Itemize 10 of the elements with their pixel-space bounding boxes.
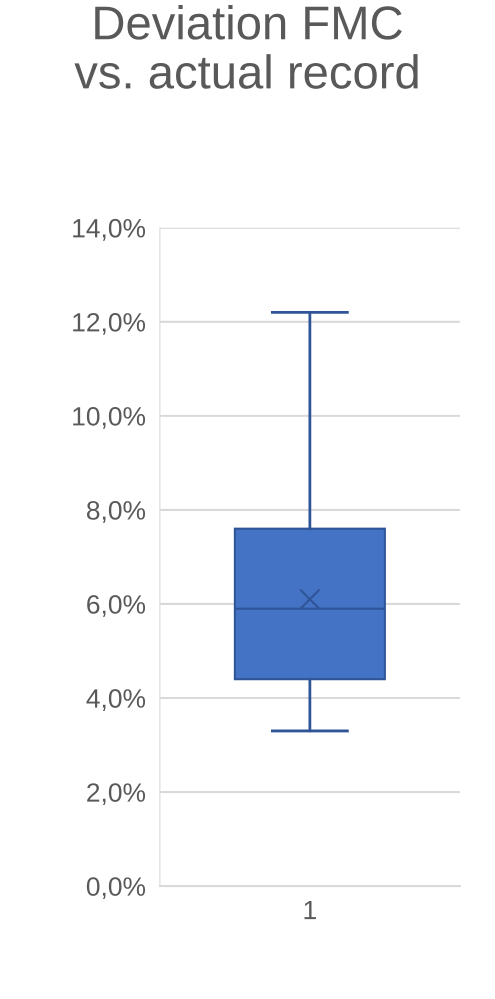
y-tick-label: 4,0%	[86, 689, 146, 711]
y-tick-label: 10,0%	[73, 407, 146, 429]
y-tick-label: 2,0%	[87, 783, 146, 806]
x-tick-label: 1	[304, 900, 316, 920]
y-tick-label: 8,0%	[86, 501, 146, 523]
y-tick-label: 6,0%	[87, 595, 146, 617]
y-tick-label: 14,0%	[73, 218, 146, 241]
y-tick-label: 12,0%	[73, 312, 146, 335]
chart-title: Deviation FMC vs. actual record	[74, 4, 418, 89]
y-tick-label: 0,0%	[86, 877, 146, 900]
